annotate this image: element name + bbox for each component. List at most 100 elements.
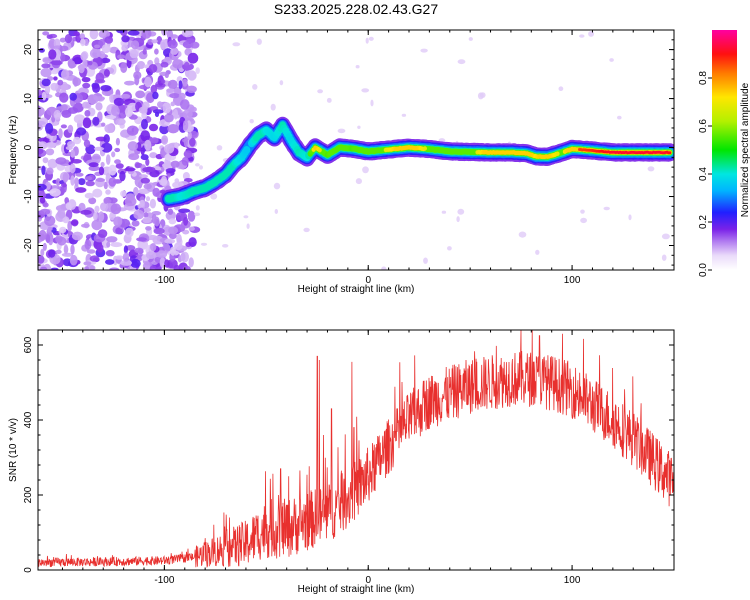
noise-blob <box>169 93 180 99</box>
noise-blob <box>91 153 102 164</box>
noise-blob <box>88 60 93 66</box>
noise-blob <box>84 266 89 270</box>
noise-blob <box>170 47 179 55</box>
noise-blob <box>131 220 140 227</box>
noise-blob <box>88 165 100 172</box>
noise-blob <box>139 199 145 208</box>
noise-blob <box>81 77 91 83</box>
noise-blob <box>628 214 632 221</box>
noise-blob <box>189 106 197 113</box>
noise-blob <box>40 248 45 256</box>
snr-content <box>38 330 674 569</box>
noise-blob <box>62 216 70 224</box>
noise-blob <box>142 48 147 55</box>
noise-blob <box>210 193 218 200</box>
noise-blob <box>182 109 193 119</box>
noise-blob <box>55 235 63 244</box>
noise-blob <box>647 166 655 172</box>
noise-blob <box>68 60 76 69</box>
noise-blob <box>140 177 150 184</box>
noise-blob <box>183 150 193 159</box>
noise-blob <box>187 131 192 140</box>
colorbar-tick-label: 0.8 <box>698 71 709 85</box>
noise-blob <box>603 206 610 211</box>
noise-blob <box>243 215 249 219</box>
noise-blob <box>176 233 182 244</box>
noise-blob <box>114 147 121 153</box>
noise-blob <box>165 168 176 174</box>
noise-blob <box>167 208 174 215</box>
noise-blob <box>73 31 80 37</box>
noise-blob <box>152 187 160 197</box>
noise-blob <box>46 167 54 175</box>
noise-blob <box>180 99 190 110</box>
noise-blob <box>186 85 197 94</box>
noise-blob <box>55 178 61 186</box>
noise-blob <box>40 67 52 78</box>
noise-blob <box>106 241 111 248</box>
noise-blob <box>222 244 229 248</box>
noise-blob <box>111 151 116 158</box>
noise-blob <box>124 106 133 118</box>
noise-blob <box>166 173 171 178</box>
noise-blob <box>182 78 188 87</box>
noise-blob <box>100 161 105 168</box>
noise-blob <box>135 162 143 168</box>
noise-blob <box>61 183 67 188</box>
y-tick-label: -10 <box>23 189 34 204</box>
noise-blob <box>40 266 48 270</box>
y-tick-label: 20 <box>23 44 34 56</box>
noise-blob <box>617 115 622 120</box>
ridge-mark <box>555 151 560 156</box>
noise-blob <box>72 77 82 87</box>
y-tick-label: 400 <box>23 411 34 428</box>
noise-blob <box>200 242 208 246</box>
noise-blob <box>178 92 186 100</box>
noise-blob <box>109 94 115 103</box>
noise-blob <box>150 84 158 94</box>
noise-blob <box>144 207 151 213</box>
noise-blob <box>72 57 83 64</box>
noise-blob <box>138 188 150 195</box>
noise-blob <box>38 48 45 53</box>
noise-blob <box>149 198 156 209</box>
noise-blob <box>78 178 86 186</box>
x-tick-label: 0 <box>365 275 371 286</box>
noise-blob <box>182 172 190 180</box>
noise-blob <box>195 67 200 74</box>
noise-blob <box>53 109 62 120</box>
noise-blob <box>48 49 57 60</box>
noise-blob <box>39 208 51 215</box>
noise-blob <box>183 136 188 148</box>
noise-blob <box>173 109 179 120</box>
noise-blob <box>148 123 159 132</box>
noise-blob <box>59 37 67 43</box>
noise-blob <box>180 251 189 263</box>
noise-blob <box>279 80 284 86</box>
noise-blob <box>106 236 118 243</box>
noise-blob <box>188 226 195 231</box>
noise-blob <box>518 231 527 238</box>
noise-blob <box>65 202 72 210</box>
noise-blob <box>47 226 53 231</box>
noise-blob <box>105 154 111 166</box>
noise-blob <box>95 178 106 182</box>
noise-blob <box>143 183 152 190</box>
noise-blob <box>355 65 360 69</box>
noise-blob <box>121 44 129 52</box>
noise-blob <box>120 62 128 73</box>
noise-blob <box>89 30 99 40</box>
noise-blob <box>103 181 108 190</box>
noise-blob <box>39 197 46 204</box>
noise-blob <box>135 90 146 99</box>
noise-blob <box>145 226 152 231</box>
noise-blob <box>252 84 258 90</box>
noise-blob <box>190 41 200 49</box>
noise-blob <box>157 101 163 108</box>
noise-blob <box>145 196 151 202</box>
noise-blob <box>150 137 159 144</box>
noise-blob <box>580 217 587 224</box>
noise-blob <box>62 172 69 183</box>
noise-blob <box>194 212 201 217</box>
